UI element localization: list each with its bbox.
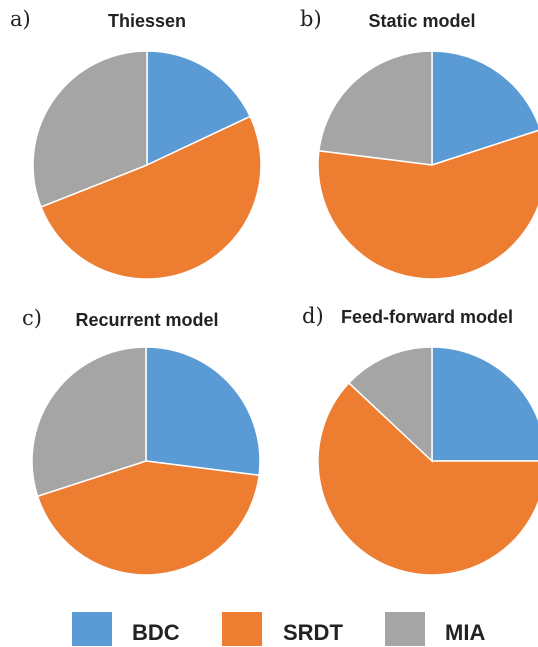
pie-chart-thiessen — [32, 50, 262, 280]
pie-slice-srdt — [317, 129, 538, 280]
panel-a-title: Thiessen — [108, 11, 186, 31]
pie-slice-mia — [31, 346, 147, 498]
pie-chart-feed-forward-model — [317, 346, 538, 576]
legend-label-srdt: SRDT — [283, 620, 343, 645]
pie-slice-bdc — [431, 346, 538, 462]
legend-swatch-mia — [385, 612, 425, 646]
pie-slice-mia — [318, 50, 433, 166]
pie-slice-mia — [347, 346, 433, 463]
pie-chart-recurrent-model — [31, 346, 261, 576]
legend-label-mia: MIA — [445, 620, 485, 645]
panel-c-title: Recurrent model — [75, 310, 218, 330]
legend: BDC SRDT MIA — [72, 612, 485, 646]
pie-slice-srdt — [317, 381, 538, 576]
pie-slice-mia — [32, 50, 148, 208]
legend-swatch-srdt — [222, 612, 262, 646]
legend-label-bdc: BDC — [132, 620, 180, 645]
panel-d-letter: d) — [302, 304, 324, 328]
pie-slice-srdt — [40, 115, 262, 280]
pie-slice-bdc — [146, 50, 252, 167]
panel-b-letter: b) — [300, 7, 322, 31]
panel-c-letter: c) — [22, 306, 42, 330]
pie-slice-bdc — [431, 50, 538, 167]
legend-swatch-bdc — [72, 612, 112, 646]
panel-a-letter: a) — [10, 7, 31, 31]
pie-slice-bdc — [145, 346, 261, 477]
panel-d-title: Feed-forward model — [341, 307, 513, 327]
pie-chart-static-model — [317, 50, 538, 280]
pie-slice-srdt — [36, 460, 260, 576]
panel-b-title: Static model — [368, 11, 475, 31]
